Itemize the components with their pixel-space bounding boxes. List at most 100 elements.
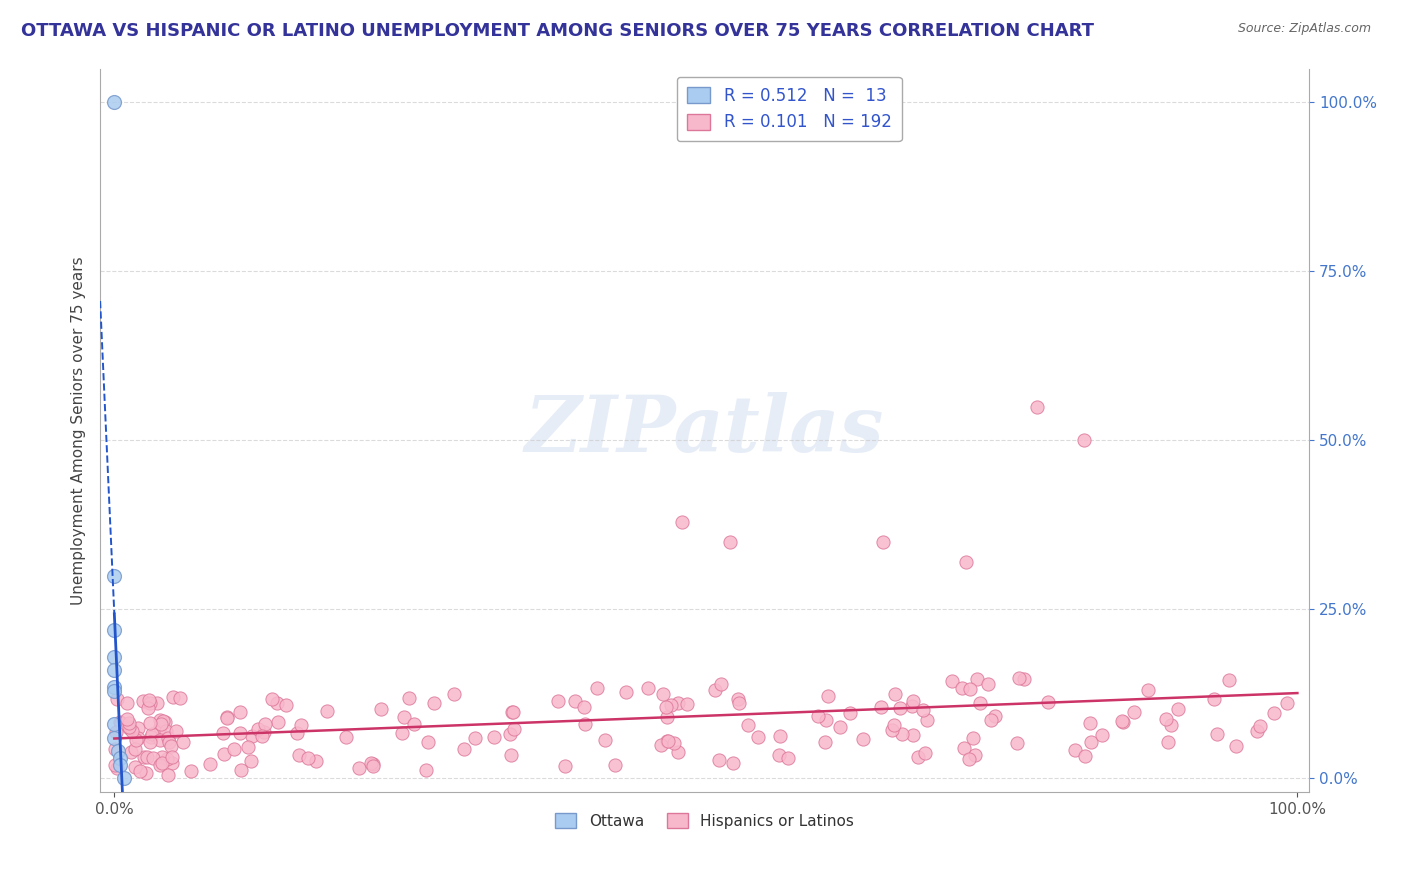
Point xyxy=(768,748,790,763)
Point xyxy=(104,742,127,756)
Point xyxy=(880,723,903,737)
Point xyxy=(160,739,183,754)
Point xyxy=(103,680,125,694)
Point xyxy=(360,756,382,770)
Point xyxy=(1007,736,1029,750)
Point xyxy=(666,696,689,710)
Point xyxy=(1206,727,1229,741)
Point xyxy=(104,725,127,739)
Point xyxy=(955,555,977,569)
Point xyxy=(817,689,839,703)
Point xyxy=(941,673,963,688)
Point xyxy=(1014,672,1036,686)
Point xyxy=(107,744,129,758)
Point xyxy=(266,696,288,710)
Point xyxy=(1225,739,1247,754)
Point xyxy=(1026,400,1049,414)
Point xyxy=(659,698,682,713)
Point xyxy=(747,731,769,745)
Point xyxy=(127,731,149,746)
Point xyxy=(574,699,596,714)
Point xyxy=(240,729,263,743)
Point xyxy=(398,690,420,705)
Point xyxy=(160,750,183,764)
Point xyxy=(657,734,679,748)
Legend: Ottawa, Hispanics or Latinos: Ottawa, Hispanics or Latinos xyxy=(548,807,860,835)
Point xyxy=(883,717,905,731)
Point xyxy=(652,687,675,701)
Point xyxy=(287,725,309,739)
Point xyxy=(253,724,276,739)
Point xyxy=(869,700,891,714)
Point xyxy=(222,741,245,756)
Point xyxy=(103,717,125,731)
Point xyxy=(499,747,522,762)
Point xyxy=(1218,673,1240,688)
Point xyxy=(157,731,180,746)
Point xyxy=(315,704,337,718)
Point xyxy=(229,726,252,740)
Point xyxy=(872,534,894,549)
Point xyxy=(149,713,172,727)
Point xyxy=(115,696,138,710)
Point xyxy=(150,750,173,764)
Point xyxy=(710,677,733,691)
Point xyxy=(900,699,922,714)
Point xyxy=(115,712,138,726)
Point xyxy=(950,681,973,695)
Point xyxy=(156,751,179,765)
Point xyxy=(110,716,132,731)
Point xyxy=(662,736,685,750)
Point xyxy=(402,716,425,731)
Point xyxy=(104,758,127,772)
Point xyxy=(180,764,202,778)
Point xyxy=(966,673,988,687)
Point xyxy=(127,721,149,735)
Point xyxy=(671,515,693,529)
Point xyxy=(423,696,446,710)
Point xyxy=(1160,718,1182,732)
Point xyxy=(499,727,522,741)
Point xyxy=(965,747,987,762)
Point xyxy=(415,763,437,777)
Point xyxy=(172,735,194,749)
Point xyxy=(769,729,792,743)
Point xyxy=(1074,749,1097,764)
Point xyxy=(165,723,187,738)
Point xyxy=(305,755,328,769)
Point xyxy=(139,730,162,744)
Point xyxy=(1204,692,1226,706)
Point xyxy=(852,732,875,747)
Point xyxy=(103,95,125,110)
Point xyxy=(138,693,160,707)
Point xyxy=(980,713,1002,727)
Point xyxy=(727,692,749,706)
Point xyxy=(984,708,1007,723)
Point xyxy=(959,682,981,697)
Point xyxy=(110,751,132,765)
Text: Source: ZipAtlas.com: Source: ZipAtlas.com xyxy=(1237,22,1371,36)
Point xyxy=(1137,682,1160,697)
Point xyxy=(236,739,259,754)
Point xyxy=(1080,735,1102,749)
Point xyxy=(274,698,297,712)
Point xyxy=(1263,706,1285,721)
Point xyxy=(229,705,252,719)
Point xyxy=(103,568,125,582)
Point xyxy=(105,761,128,775)
Point xyxy=(132,749,155,764)
Point xyxy=(907,750,929,764)
Point xyxy=(564,694,586,708)
Point xyxy=(1246,724,1268,739)
Point xyxy=(1154,712,1177,726)
Point xyxy=(1249,719,1271,733)
Point xyxy=(453,742,475,756)
Point xyxy=(152,714,174,728)
Point xyxy=(103,623,125,637)
Point xyxy=(814,735,837,749)
Point xyxy=(135,766,157,780)
Point xyxy=(593,733,616,747)
Point xyxy=(240,754,263,768)
Point xyxy=(118,720,141,734)
Point xyxy=(157,768,180,782)
